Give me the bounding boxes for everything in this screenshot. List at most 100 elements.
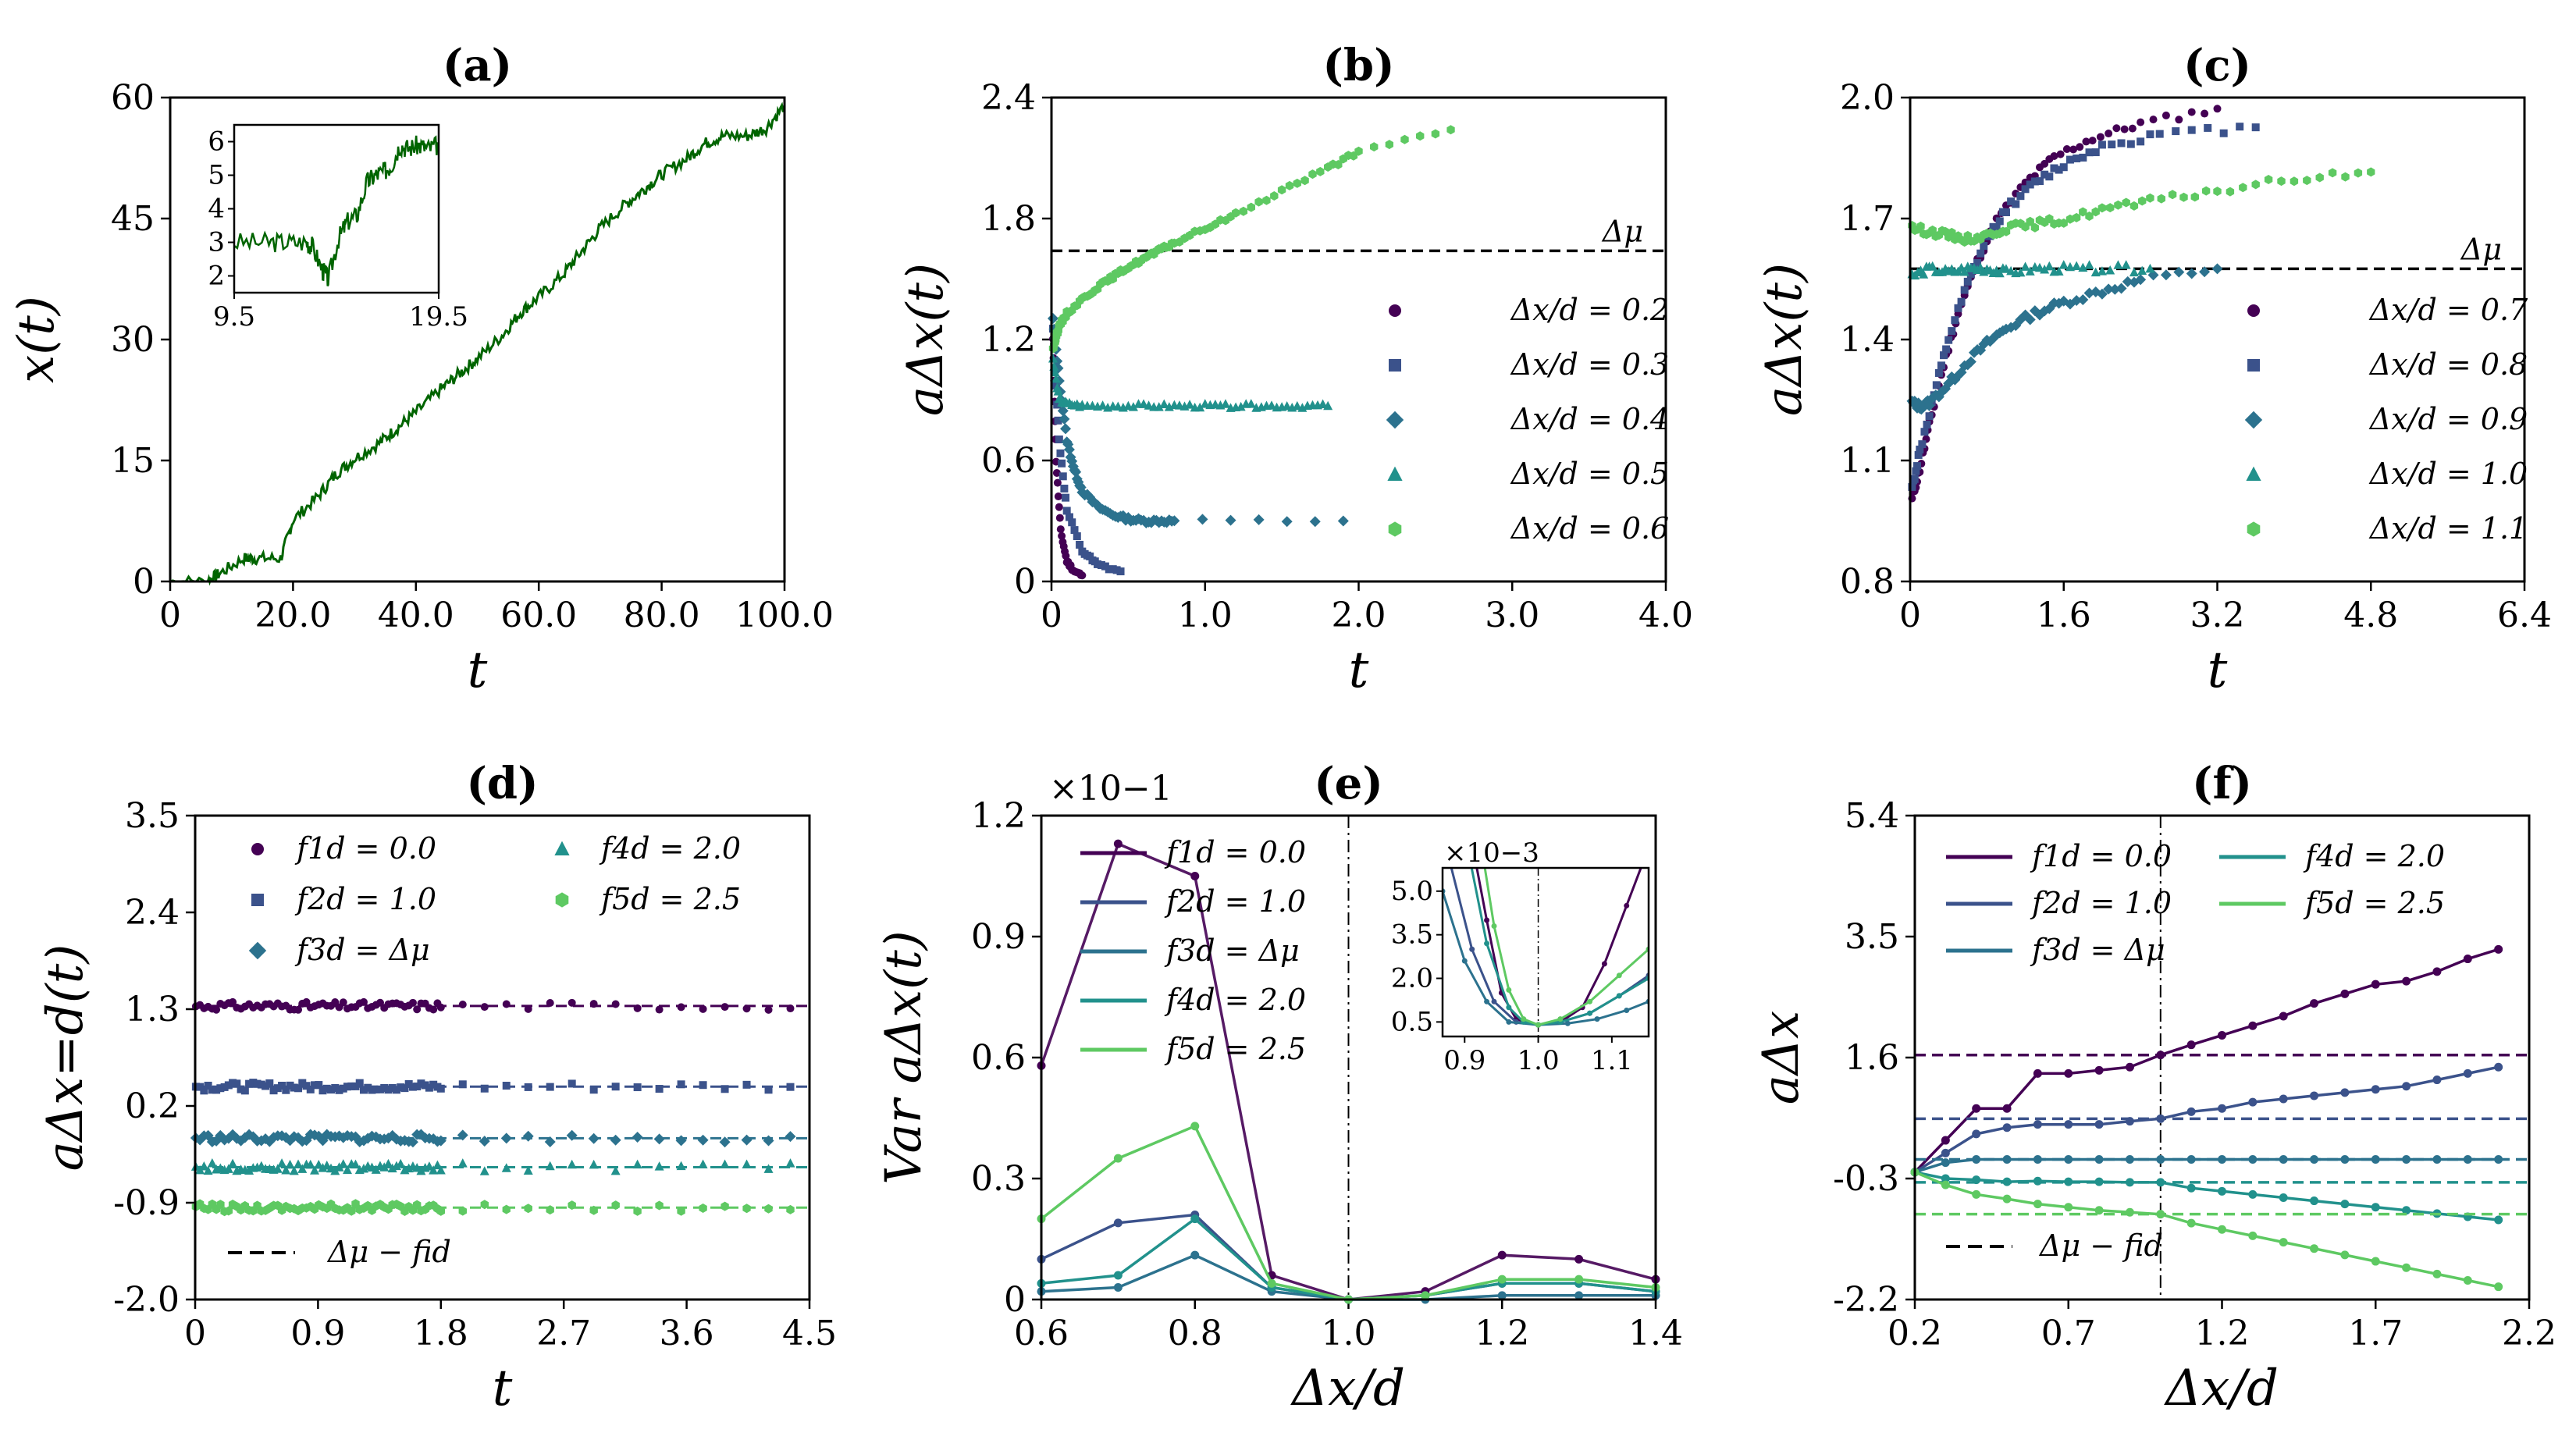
- data-point: [2001, 208, 2010, 216]
- data-point: [435, 1135, 447, 1147]
- data-point: [2157, 194, 2165, 204]
- data-point: [2129, 267, 2139, 277]
- data-point: [2021, 185, 2030, 194]
- inset-point: [1506, 1004, 1512, 1011]
- y-tick-label: 0.6: [981, 441, 1036, 481]
- data-point: [421, 1081, 429, 1090]
- data-point: [1054, 416, 1062, 425]
- data-point: [2432, 967, 2442, 976]
- data-point: [1068, 518, 1076, 527]
- data-point: [253, 1079, 262, 1088]
- data-point: [677, 1206, 685, 1216]
- data-point: [1972, 1189, 1981, 1199]
- data-point: [2138, 196, 2147, 206]
- data-point: [2187, 108, 2196, 116]
- data-point: [1047, 312, 1059, 324]
- data-point: [655, 1005, 664, 1014]
- y-tick-label: -2.2: [1833, 1280, 1899, 1320]
- data-point: [675, 1135, 687, 1147]
- x-tick-label: 40.0: [378, 596, 454, 635]
- data-point: [2239, 183, 2247, 193]
- legend-label: Δx/d = 0.3: [1510, 347, 1669, 382]
- legend-marker: [555, 892, 569, 908]
- data-point: [1065, 513, 1073, 521]
- x-tick-label: 1.6: [2037, 596, 2091, 635]
- data-point: [212, 1086, 221, 1094]
- data-point: [2340, 1250, 2350, 1260]
- data-point: [2251, 123, 2260, 132]
- data-point: [1497, 1291, 1507, 1300]
- data-point: [1316, 166, 1325, 176]
- data-point: [524, 1004, 532, 1013]
- data-point: [2186, 1040, 2196, 1050]
- legend-label: Δx/d = 0.6: [1510, 511, 1669, 546]
- data-point: [1912, 467, 1920, 475]
- data-point: [2002, 1123, 2012, 1132]
- data-point: [2002, 1194, 2012, 1204]
- data-point: [245, 1079, 254, 1088]
- data-point: [1070, 466, 1082, 478]
- y-axis-label: aΔx=d(t): [37, 944, 94, 1172]
- data-point: [2016, 267, 2026, 277]
- data-point: [216, 1200, 225, 1210]
- data-point: [2432, 1076, 2442, 1085]
- data-point: [698, 1159, 708, 1168]
- data-point: [1910, 475, 1919, 483]
- legend-label: Δμ − fid: [2038, 1228, 2163, 1263]
- data-point: [1113, 1271, 1123, 1280]
- inset-point: [1477, 830, 1482, 836]
- data-point: [351, 1082, 360, 1090]
- legend-label: f5d = 2.5: [1164, 1032, 1306, 1066]
- data-point: [1920, 428, 1929, 436]
- inset-y-tick-label: 4: [208, 194, 225, 225]
- data-point: [416, 1165, 426, 1175]
- data-point: [1431, 129, 1440, 139]
- data-point: [2126, 140, 2135, 148]
- data-point: [1169, 515, 1180, 527]
- axes-frame: [1913, 814, 2531, 1301]
- data-point: [588, 1132, 600, 1144]
- data-point: [311, 1081, 319, 1090]
- x-tick-label: 0.6: [1014, 1314, 1069, 1353]
- data-point: [2432, 1155, 2442, 1164]
- data-point: [1574, 1254, 1584, 1264]
- inset-point: [1587, 998, 1593, 1004]
- data-point: [2125, 1207, 2134, 1217]
- data-point: [2371, 1155, 2380, 1164]
- data-point: [610, 1134, 621, 1146]
- data-point: [1057, 405, 1069, 417]
- x-tick-label: 1.4: [1628, 1314, 1683, 1353]
- data-point: [306, 1085, 315, 1093]
- y-tick-label: 1.3: [125, 990, 180, 1029]
- y-tick-label: 1.1: [1840, 441, 1895, 481]
- legend-label: f1d = 0.0: [294, 831, 436, 866]
- data-point: [2248, 1021, 2258, 1030]
- data-point: [2156, 1210, 2165, 1219]
- data-point: [2463, 1276, 2472, 1285]
- data-point: [2186, 1218, 2196, 1228]
- data-point: [1400, 134, 1409, 144]
- y-tick-label: -0.9: [113, 1183, 180, 1223]
- data-point: [2059, 163, 2068, 172]
- data-point: [2064, 1177, 2073, 1186]
- data-point: [2371, 980, 2380, 989]
- data-point: [2146, 130, 2154, 139]
- data-point: [2065, 261, 2075, 272]
- data-point: [2001, 264, 2011, 273]
- y-tick-label: -2.0: [113, 1280, 180, 1320]
- data-point: [318, 1163, 328, 1172]
- data-point: [2026, 216, 2034, 226]
- data-point: [208, 1086, 216, 1094]
- series-line: [1914, 1171, 2499, 1221]
- data-point: [2226, 187, 2235, 197]
- data-point: [322, 1084, 331, 1093]
- data-point: [1334, 160, 1343, 169]
- data-point: [589, 1086, 598, 1094]
- data-point: [2402, 976, 2411, 986]
- data-point: [1063, 444, 1075, 456]
- data-point: [1960, 286, 1969, 294]
- data-point: [289, 1165, 299, 1175]
- data-point: [2077, 294, 2089, 306]
- legend-label: Δx/d = 0.9: [2368, 402, 2528, 436]
- legend-label: f4d = 2.0: [1164, 983, 1306, 1017]
